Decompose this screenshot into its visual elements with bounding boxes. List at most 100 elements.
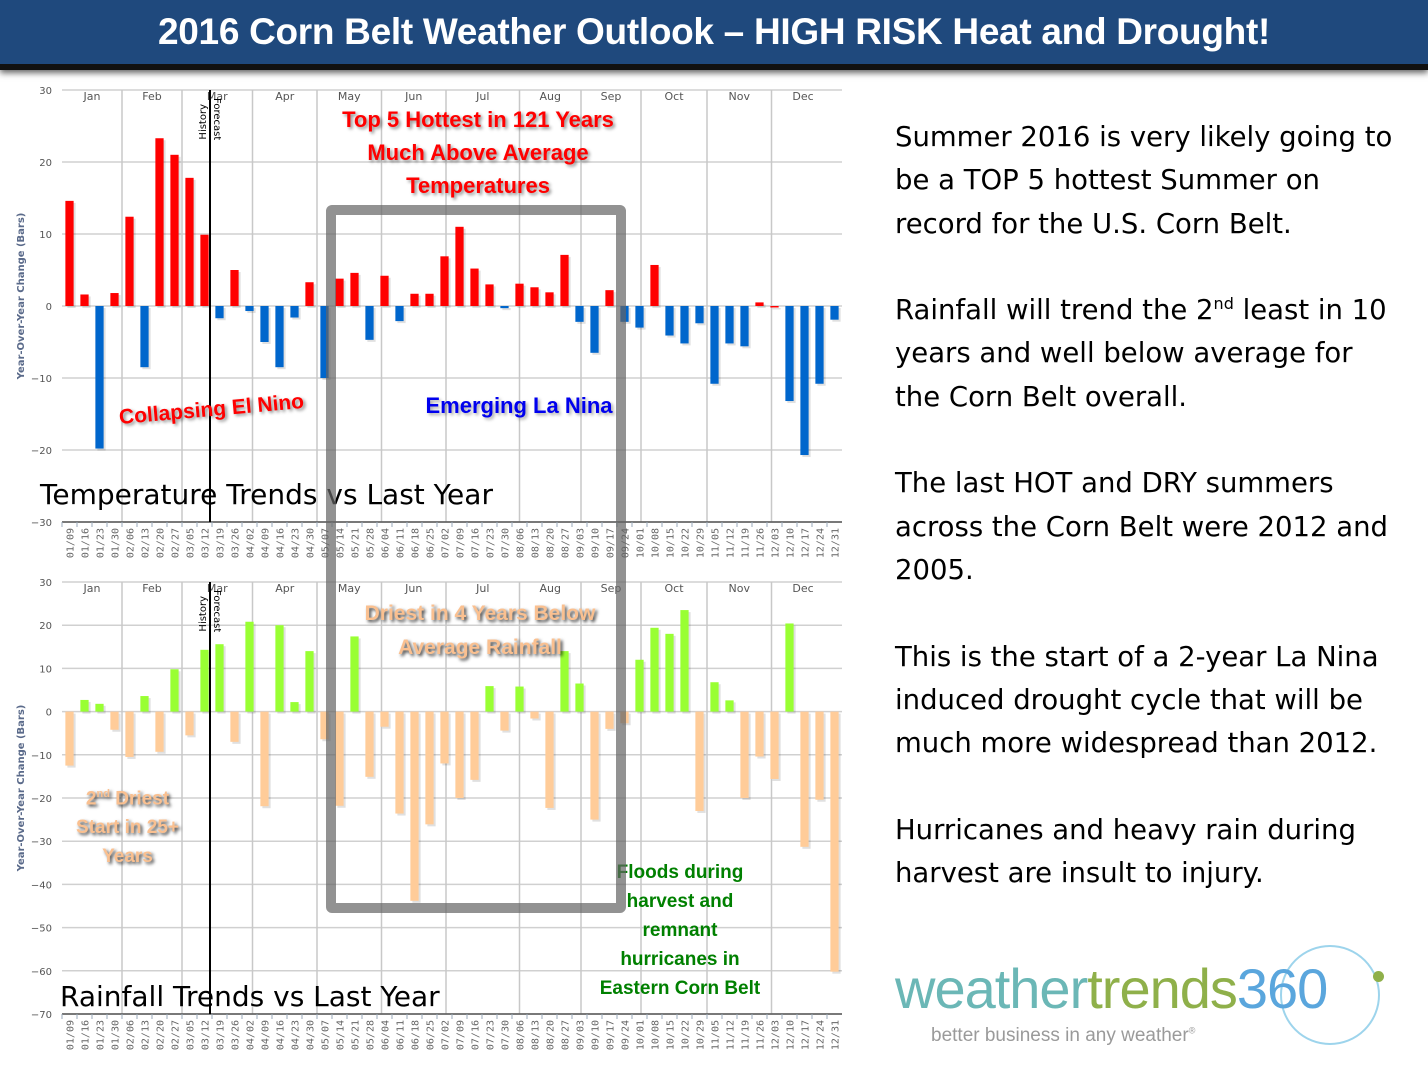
bar (605, 290, 614, 306)
y-axis-label: Year-Over-Year Change (Bars) (16, 705, 27, 873)
month-label: Oct (664, 582, 684, 595)
bar (245, 306, 254, 312)
bar (770, 711, 779, 779)
month-label: Apr (275, 582, 295, 595)
x-tick-label: 04/02 (246, 528, 257, 558)
bar (260, 306, 269, 342)
x-tick-label: 04/09 (261, 528, 272, 558)
x-tick-label: 05/14 (336, 528, 347, 558)
bar (530, 287, 539, 306)
month-label: May (338, 582, 361, 595)
x-tick-label: 10/01 (636, 1020, 647, 1050)
bar (800, 711, 809, 847)
bar (125, 216, 134, 306)
driest-start-annotation: 2nd Driest Start in 25+ Years (40, 780, 215, 871)
y-tick-label: −40 (31, 880, 52, 891)
bar (230, 270, 239, 306)
x-tick-label: 07/30 (501, 1020, 512, 1050)
y-tick-label: −20 (31, 794, 52, 805)
bar (755, 302, 764, 306)
month-label: May (338, 90, 361, 103)
bar (365, 306, 374, 340)
y-tick-label: 10 (39, 664, 52, 675)
bar (440, 711, 449, 764)
x-tick-label: 01/23 (96, 528, 107, 558)
y-tick-label: 0 (46, 708, 52, 719)
bar (485, 686, 494, 712)
x-tick-label: 05/21 (351, 528, 362, 558)
bar (455, 711, 464, 798)
month-label: Nov (729, 582, 751, 595)
x-tick-label: 12/03 (771, 1020, 782, 1050)
x-tick-label: 02/20 (156, 528, 167, 558)
bar (605, 711, 614, 729)
bar (425, 293, 434, 306)
bar (515, 283, 524, 306)
month-label: Jul (475, 90, 489, 103)
bar (440, 256, 449, 306)
x-tick-label: 09/24 (621, 1020, 632, 1050)
month-label: Mar (207, 582, 228, 595)
logo-ring (1280, 945, 1380, 1045)
bar (80, 294, 89, 306)
month-label: Jun (404, 90, 422, 103)
logo-tagline: better business in any weather® (931, 1025, 1196, 1046)
bar (215, 644, 224, 712)
bar (350, 636, 359, 712)
bar (410, 711, 419, 901)
x-tick-label: 11/12 (726, 528, 737, 558)
x-tick-label: 01/16 (81, 1020, 92, 1050)
bar (590, 306, 599, 353)
driest-start-line1: 2nd Driest (85, 788, 170, 810)
x-tick-label: 05/07 (321, 1020, 332, 1050)
x-tick-label: 05/28 (366, 1020, 377, 1050)
bar-shadow (772, 308, 781, 310)
x-tick-label: 01/09 (66, 528, 77, 558)
x-tick-label: 03/12 (201, 528, 212, 558)
bar (200, 234, 209, 306)
y-tick-label: −10 (31, 751, 52, 762)
x-tick-label: 04/16 (276, 1020, 287, 1050)
month-label: Nov (729, 90, 751, 103)
bar (635, 659, 644, 712)
x-tick-label: 12/31 (831, 528, 842, 558)
summary-paragraph-2: Rainfall will trend the 2nd least in 10 … (895, 294, 1387, 413)
bar (335, 711, 344, 806)
x-tick-label: 09/24 (621, 528, 632, 558)
x-tick-label: 02/27 (171, 1020, 182, 1050)
bar (230, 711, 239, 742)
floods-line3: remnant (642, 920, 718, 941)
bar (395, 711, 404, 814)
bar (365, 711, 374, 777)
bar (170, 154, 179, 306)
x-tick-label: 12/31 (831, 1020, 842, 1050)
x-tick-label: 08/13 (531, 1020, 542, 1050)
bar (320, 306, 329, 378)
x-tick-label: 12/10 (786, 1020, 797, 1050)
x-tick-label: 04/23 (291, 528, 302, 558)
bar (305, 282, 314, 306)
x-tick-label: 04/09 (261, 1020, 272, 1050)
bar (320, 711, 329, 740)
bar (575, 306, 584, 322)
x-tick-label: 10/08 (651, 528, 662, 558)
bar (485, 284, 494, 306)
y-tick-label: −30 (31, 518, 52, 529)
chart-subtitle: Temperature Trends vs Last Year (39, 478, 493, 511)
floods-annotation: Floods during harvest and remnant hurric… (585, 858, 775, 1003)
bar (725, 306, 734, 344)
bar (515, 686, 524, 712)
y-tick-label: 20 (39, 621, 52, 632)
x-tick-label: 05/28 (366, 528, 377, 558)
x-tick-label: 03/05 (186, 528, 197, 558)
month-label: Feb (142, 582, 161, 595)
x-tick-label: 03/12 (201, 1020, 212, 1050)
month-label: Aug (540, 582, 561, 595)
x-tick-label: 07/02 (441, 1020, 452, 1050)
bar (275, 625, 284, 712)
page-title: 2016 Corn Belt Weather Outlook – HIGH RI… (157, 11, 1271, 52)
bar (110, 711, 119, 730)
floods-line4: hurricanes in (620, 949, 740, 970)
month-label: Mar (207, 90, 228, 103)
bar (815, 711, 824, 800)
